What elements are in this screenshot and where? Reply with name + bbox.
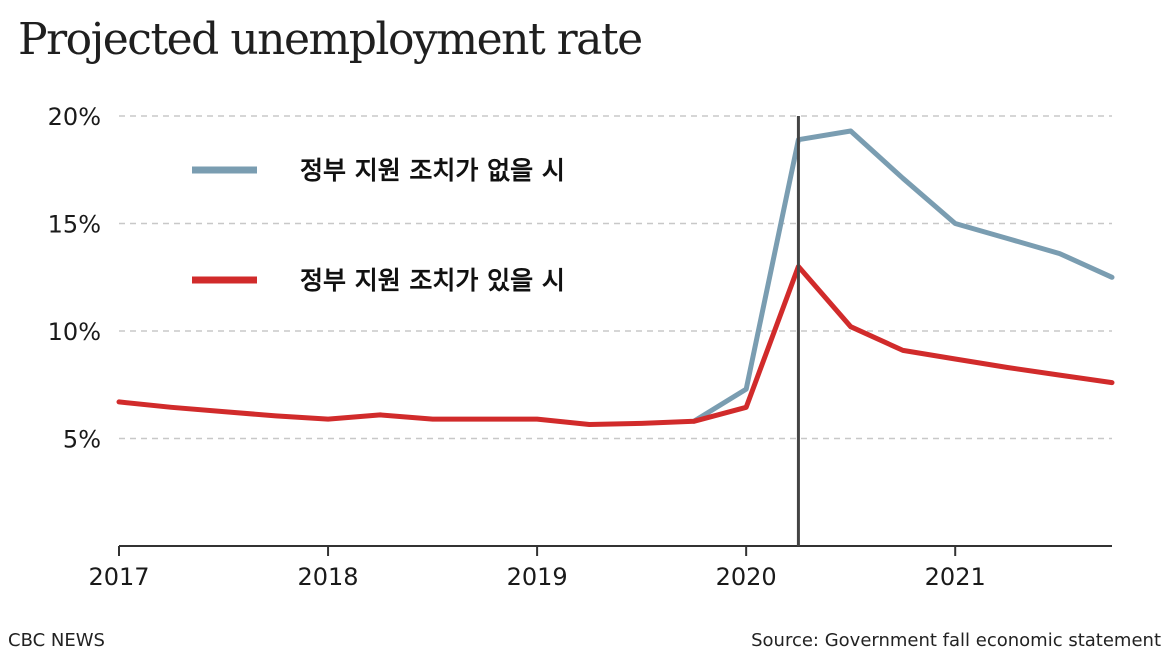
y-tick-label: 20% xyxy=(48,103,101,131)
chart-title: Projected unemployment rate xyxy=(18,14,643,65)
source-label: Source: Government fall economic stateme… xyxy=(751,630,1161,651)
x-axis: 2017 2018 2019 2020 2021 xyxy=(88,545,1112,591)
x-tick-label: 2018 xyxy=(298,563,359,591)
y-axis-ticks: 5% 10% 15% 20% xyxy=(48,103,101,454)
legend-label-2: 정부 지원 조치가 있을 시 xyxy=(300,266,565,295)
series-line-2 xyxy=(116,264,1115,427)
x-tick-label: 2021 xyxy=(925,563,986,591)
y-tick-label: 10% xyxy=(48,318,101,346)
grid-lines xyxy=(119,115,1112,440)
legend: 정부 지원 조치가 없을 시정부 지원 조치가 있을 시 xyxy=(192,156,565,295)
series-line-1 xyxy=(691,128,1115,424)
x-tick-label: 2019 xyxy=(507,563,568,591)
publisher-label: CBC NEWS xyxy=(8,630,105,651)
y-tick-label: 15% xyxy=(48,211,101,239)
x-tick-label: 2017 xyxy=(88,563,149,591)
legend-label-1: 정부 지원 조치가 없을 시 xyxy=(300,156,565,185)
x-tick-label: 2020 xyxy=(716,563,777,591)
line-chart: 5% 10% 15% 20% 2017 2018 2019 2020 2021 정부 지원 조… xyxy=(48,103,1115,591)
series-lines xyxy=(116,128,1115,427)
y-tick-label: 5% xyxy=(63,426,101,454)
